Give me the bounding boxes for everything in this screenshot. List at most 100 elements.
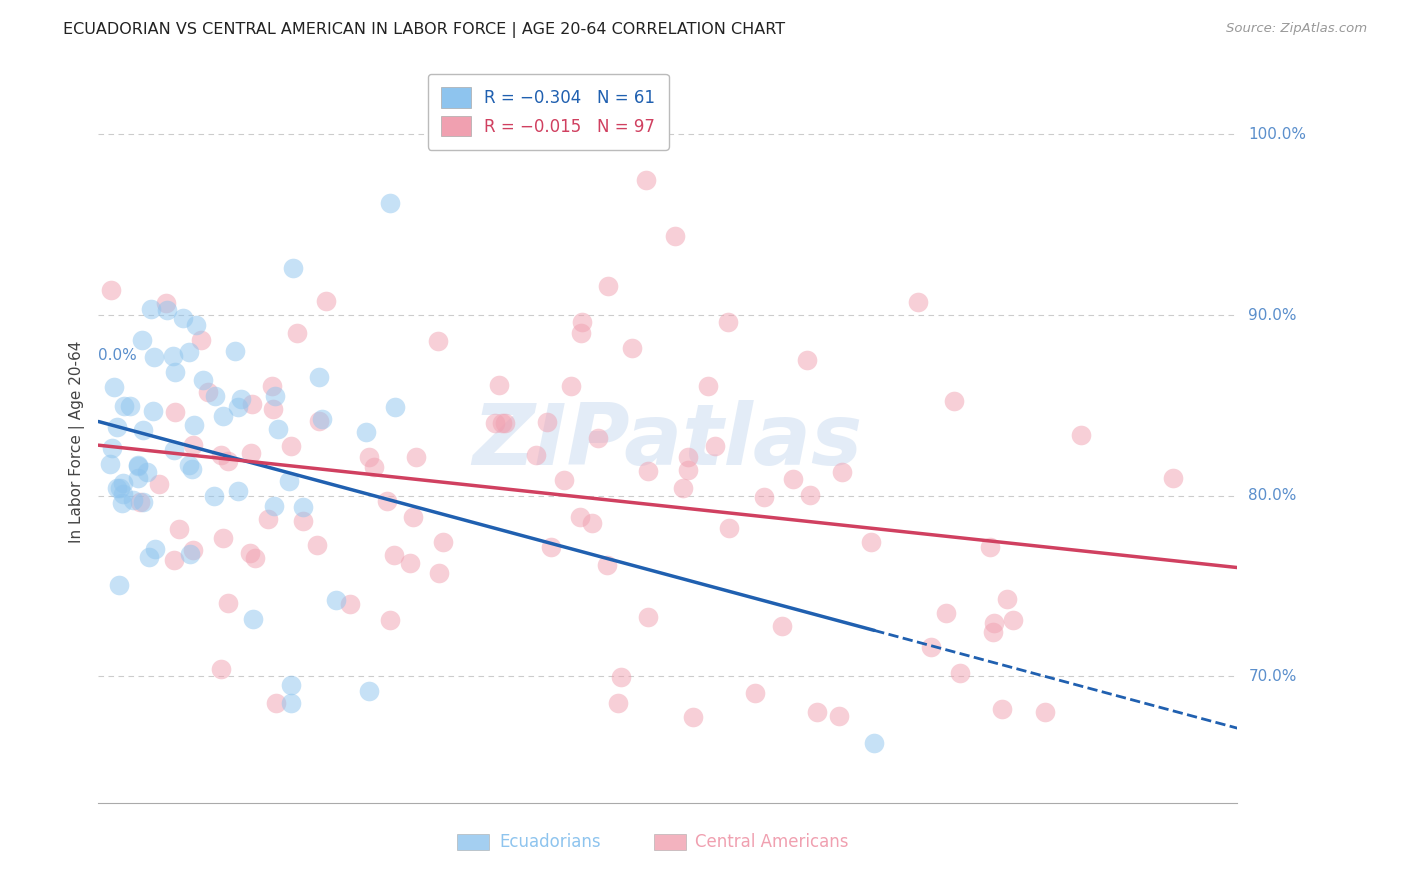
Point	[190, 333, 212, 347]
Point	[717, 315, 740, 329]
Point	[155, 295, 177, 310]
Point	[636, 172, 658, 186]
Point	[831, 465, 853, 479]
Point	[1001, 613, 1024, 627]
Point	[943, 394, 966, 409]
Point	[112, 399, 135, 413]
Point	[263, 500, 285, 514]
Point	[484, 417, 506, 431]
Point	[979, 541, 1001, 555]
Point	[586, 431, 609, 445]
Point	[142, 403, 165, 417]
Point	[100, 284, 122, 298]
Point	[610, 670, 633, 684]
Point	[108, 578, 131, 592]
Point	[696, 379, 718, 393]
Point	[553, 473, 575, 487]
Legend: R = −0.304   N = 61, R = −0.015   N = 97: R = −0.304 N = 61, R = −0.015 N = 97	[427, 74, 669, 150]
Point	[637, 464, 659, 478]
Point	[209, 448, 232, 462]
Point	[183, 418, 205, 433]
Point	[664, 228, 686, 243]
Point	[143, 541, 166, 556]
Y-axis label: In Labor Force | Age 20-64: In Labor Force | Age 20-64	[69, 341, 84, 542]
Point	[378, 613, 401, 627]
Point	[204, 389, 226, 403]
Point	[744, 686, 766, 700]
Point	[163, 365, 186, 379]
Point	[110, 481, 132, 495]
Point	[110, 496, 132, 510]
Point	[209, 662, 232, 676]
Point	[165, 405, 187, 419]
Point	[132, 423, 155, 437]
Point	[212, 531, 235, 545]
Point	[828, 709, 851, 723]
Point	[682, 709, 704, 723]
Point	[177, 345, 200, 359]
Point	[148, 477, 170, 491]
Text: Central Americans: Central Americans	[695, 833, 849, 851]
Text: ECUADORIAN VS CENTRAL AMERICAN IN LABOR FORCE | AGE 20-64 CORRELATION CHART: ECUADORIAN VS CENTRAL AMERICAN IN LABOR …	[63, 22, 786, 38]
Point	[536, 415, 558, 429]
Point	[291, 514, 314, 528]
Text: 0.0%: 0.0%	[98, 348, 138, 363]
Point	[596, 558, 619, 573]
Point	[357, 683, 380, 698]
Point	[315, 294, 337, 309]
Point	[607, 697, 630, 711]
Point	[228, 483, 250, 498]
Point	[384, 400, 406, 414]
Point	[991, 702, 1014, 716]
Point	[983, 616, 1005, 631]
Point	[1161, 470, 1184, 484]
Point	[105, 419, 128, 434]
Point	[427, 566, 450, 580]
Text: 80.0%: 80.0%	[1249, 488, 1296, 503]
Point	[202, 489, 225, 503]
Point	[131, 333, 153, 347]
Point	[280, 678, 302, 692]
Point	[180, 462, 202, 476]
Point	[339, 598, 361, 612]
Point	[1033, 706, 1056, 720]
Point	[308, 369, 330, 384]
Point	[163, 553, 186, 567]
Point	[540, 540, 562, 554]
Point	[581, 516, 603, 530]
Point	[191, 373, 214, 387]
Point	[560, 379, 582, 393]
Point	[382, 548, 405, 562]
Point	[782, 472, 804, 486]
Point	[676, 463, 699, 477]
Text: Ecuadorians: Ecuadorians	[499, 833, 600, 851]
Point	[139, 302, 162, 317]
Point	[136, 466, 159, 480]
Point	[260, 379, 283, 393]
Point	[181, 438, 204, 452]
Point	[949, 665, 972, 680]
Point	[142, 350, 165, 364]
Point	[356, 425, 378, 439]
Point	[426, 334, 449, 349]
Point	[307, 538, 329, 552]
Point	[935, 607, 957, 621]
Point	[128, 495, 150, 509]
Point	[105, 481, 128, 495]
Point	[229, 392, 252, 406]
Point	[217, 454, 239, 468]
Point	[672, 481, 695, 495]
Point	[981, 625, 1004, 640]
Point	[860, 535, 883, 549]
Point	[806, 706, 828, 720]
Point	[491, 417, 513, 431]
Point	[571, 315, 593, 329]
Point	[796, 353, 818, 368]
Text: 90.0%: 90.0%	[1249, 308, 1296, 323]
Point	[281, 260, 304, 275]
Point	[264, 696, 287, 710]
Point	[311, 412, 333, 426]
Point	[488, 377, 510, 392]
Point	[224, 343, 246, 358]
Point	[264, 389, 287, 403]
